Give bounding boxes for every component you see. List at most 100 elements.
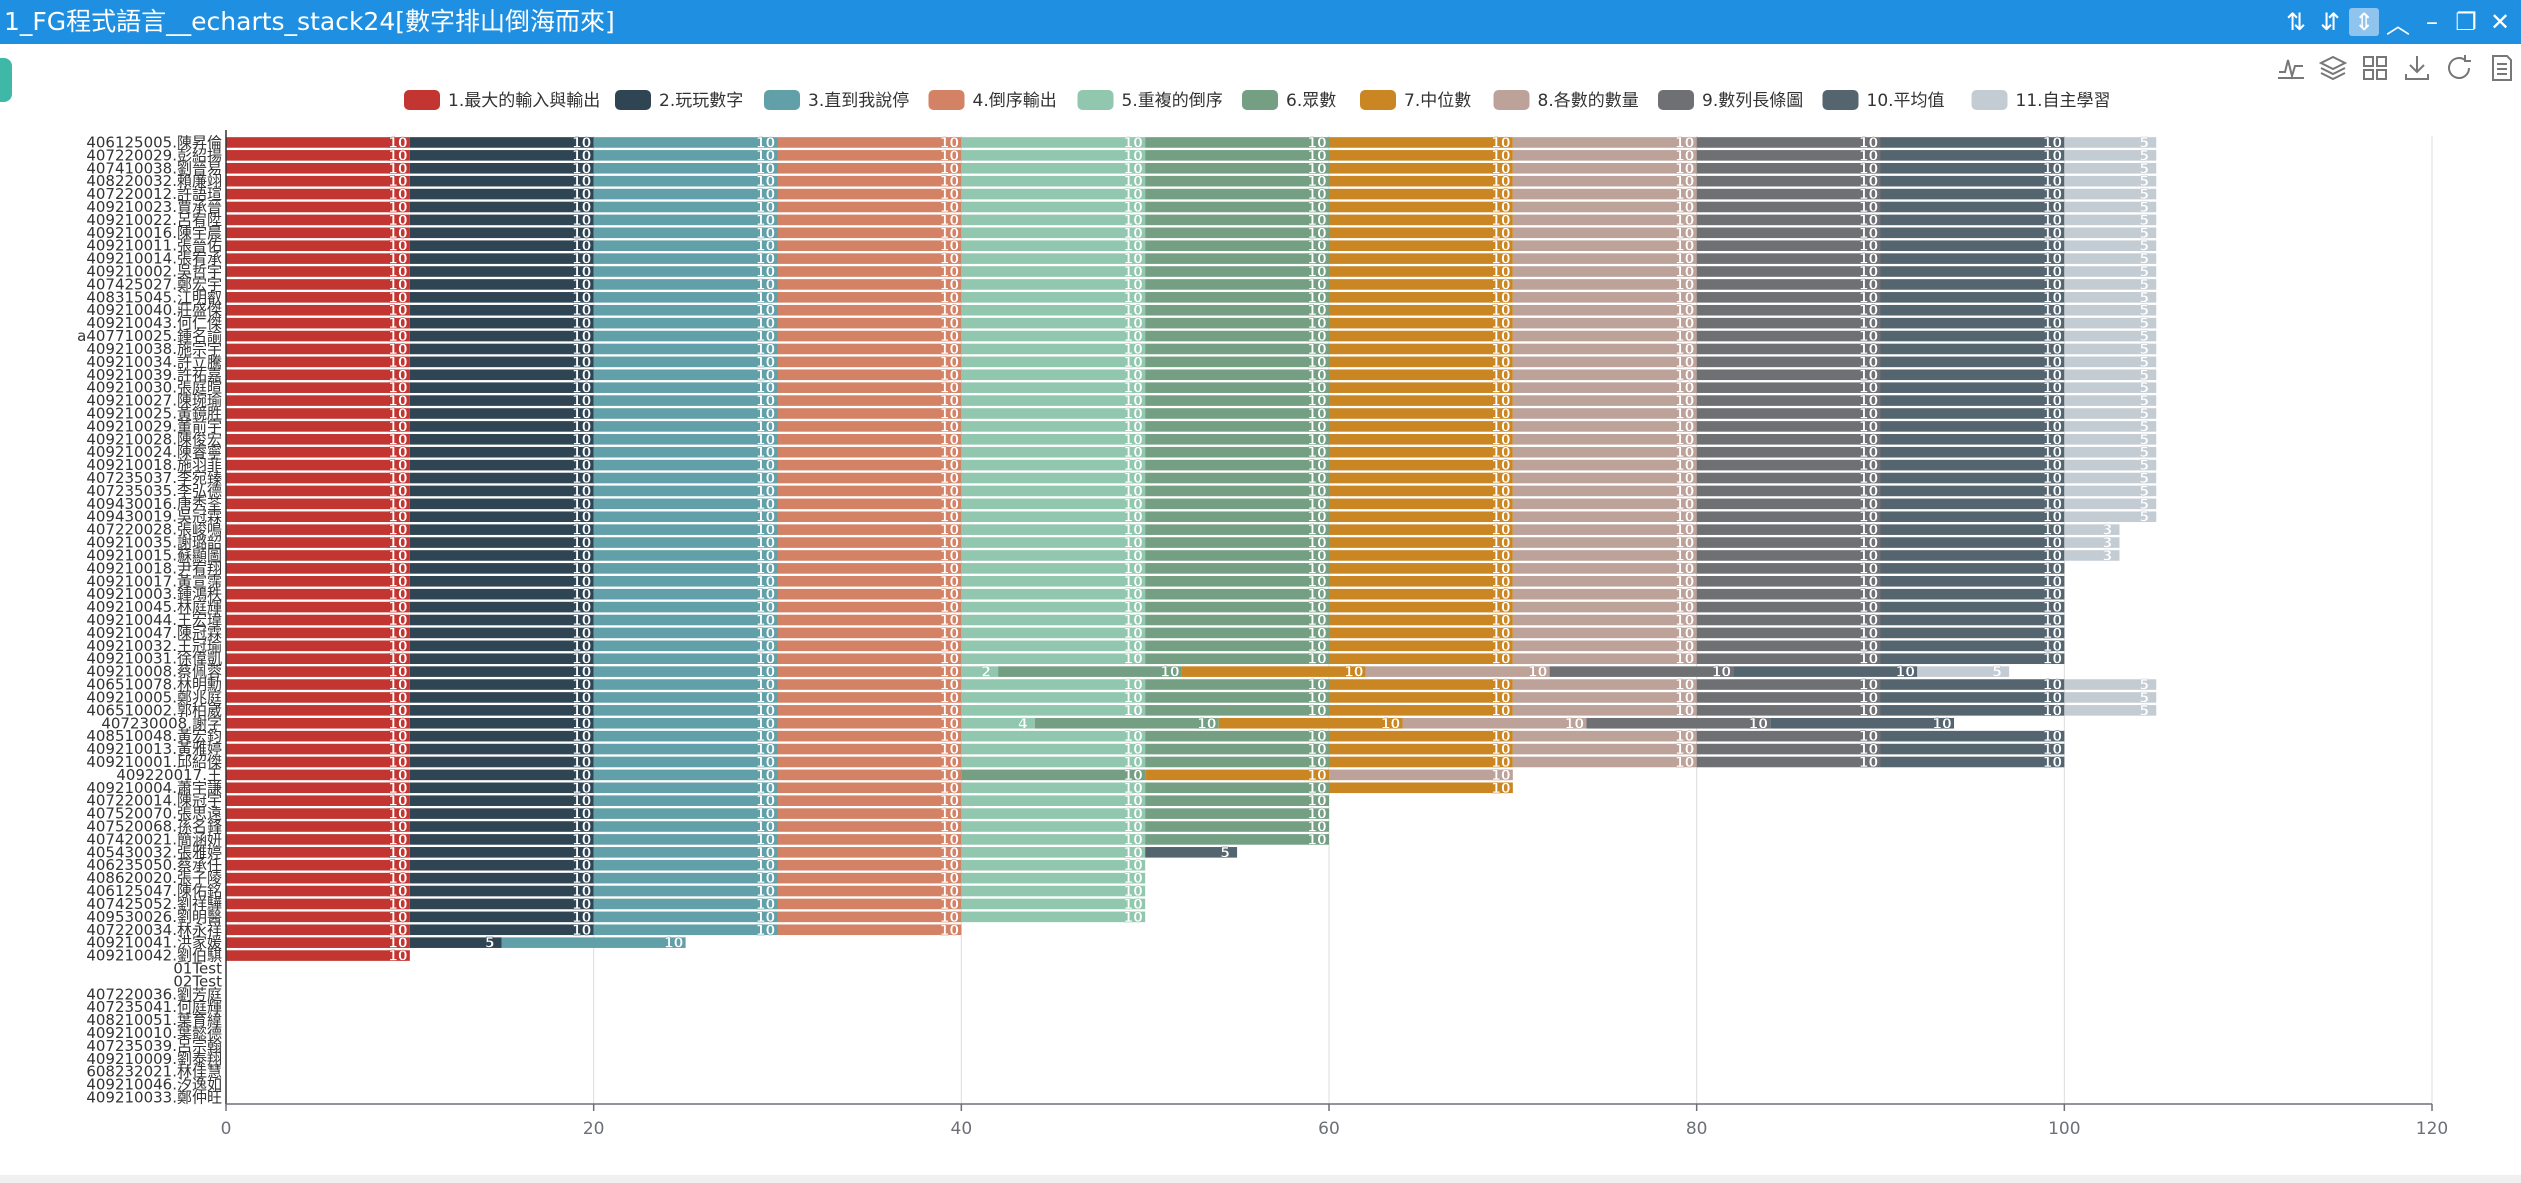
data-label: 10 [1675, 200, 1695, 216]
bar [1512, 162, 1697, 174]
data-label: 10 [940, 355, 960, 371]
legend-item[interactable]: 10.平均值 [1822, 90, 1945, 111]
y-category-label: 407425027.鄭宏宇 [86, 275, 222, 293]
bar [1696, 292, 1881, 303]
download-icon[interactable] [2401, 52, 2433, 84]
legend-item[interactable]: 3.直到我說停 [764, 90, 909, 111]
bar [226, 769, 410, 781]
sort-toggle-icon[interactable]: ⇕ [2349, 8, 2379, 36]
legend-item[interactable]: 7.中位數 [1360, 90, 1471, 111]
bar [961, 756, 1146, 768]
data-label: 10 [756, 239, 776, 255]
legend-item[interactable]: 5.重複的倒序 [1077, 90, 1223, 111]
data-view-icon[interactable] [2485, 52, 2517, 84]
legend-item[interactable]: 8.各數的數量 [1493, 90, 1639, 111]
bar [409, 847, 594, 858]
legend-item[interactable]: 11.自主學習 [1971, 90, 2111, 111]
bar [1880, 601, 2065, 613]
data-label: 10 [1859, 626, 1879, 642]
data-label: 10 [756, 807, 776, 823]
bar [1880, 292, 2065, 303]
close-icon[interactable]: ✕ [2489, 8, 2511, 36]
legend-item[interactable]: 6.眾數 [1242, 90, 1336, 111]
data-label: 5 [2139, 445, 2149, 461]
data-label: 10 [1123, 471, 1143, 487]
bar [1329, 188, 1513, 200]
legend-item[interactable]: 9.數列長條圖 [1658, 90, 1803, 111]
bottom-scroll-strip [0, 1175, 2521, 1183]
maximize-icon[interactable]: ❐ [2455, 8, 2477, 36]
side-panel-tab[interactable] [0, 58, 12, 102]
legend-swatch [615, 90, 651, 110]
bar [1145, 550, 1329, 561]
data-label: 10 [1859, 755, 1879, 771]
bar [226, 214, 410, 226]
data-label: 10 [1491, 690, 1511, 706]
bar [1402, 717, 1587, 729]
data-label: 10 [1675, 355, 1695, 371]
data-label: 10 [2043, 187, 2063, 203]
bar [1512, 214, 1697, 226]
bar [409, 588, 594, 600]
data-label: 5 [2139, 135, 2149, 151]
data-label: 10 [1123, 497, 1143, 513]
data-label: 10 [2043, 316, 2063, 332]
data-label: 10 [1491, 265, 1511, 281]
bar [777, 821, 962, 832]
bar [1880, 175, 2065, 187]
data-label: 10 [1123, 226, 1143, 242]
bar [961, 459, 1146, 471]
refresh-icon[interactable] [2443, 52, 2475, 84]
data-label: 10 [1491, 742, 1511, 758]
stack-icon[interactable] [2317, 52, 2349, 84]
bar [1145, 537, 1329, 548]
sort-asc-icon[interactable]: ⇅ [2285, 8, 2307, 36]
data-label: 10 [2043, 678, 2063, 694]
data-label: 10 [572, 497, 592, 513]
sort-desc-icon[interactable]: ⇵ [2319, 8, 2341, 36]
data-label: 10 [940, 587, 960, 603]
bar [2064, 330, 2157, 342]
legend-item[interactable]: 4.倒序輸出 [928, 90, 1057, 111]
data-label: 10 [2043, 135, 2063, 151]
data-label: 10 [1491, 574, 1511, 590]
y-category-label: 409210046.汐逸如 [86, 1076, 222, 1094]
line-chart-icon[interactable] [2275, 52, 2307, 84]
data-label: 10 [1307, 265, 1327, 281]
chevron-up-icon[interactable]: ︿ [2386, 10, 2410, 39]
data-label: 10 [2043, 355, 2063, 371]
data-label: 10 [756, 652, 776, 668]
data-label: 10 [1675, 265, 1695, 281]
data-label: 5 [2139, 329, 2149, 345]
bar [961, 201, 1146, 213]
bar [1696, 743, 1881, 755]
data-label: 10 [388, 536, 408, 552]
legend-item[interactable]: 2.玩玩數字 [615, 90, 743, 111]
data-label: 10 [1123, 252, 1143, 268]
tile-icon[interactable] [2359, 52, 2391, 84]
data-label: 10 [1123, 613, 1143, 629]
data-label: 10 [388, 303, 408, 319]
data-label: 10 [388, 458, 408, 474]
y-category-label: 407220034.林永祥 [86, 921, 222, 939]
bar [1329, 472, 1513, 484]
data-label: 10 [1307, 587, 1327, 603]
bar [998, 666, 1182, 677]
data-label: 10 [1307, 768, 1327, 784]
y-category-label: 409210009.劉泰翔 [86, 1050, 222, 1068]
bar [777, 511, 962, 523]
minimize-icon[interactable]: – [2426, 8, 2438, 36]
data-label: 10 [1307, 755, 1327, 771]
bar [226, 356, 410, 368]
y-category-label: 407235035.李弘德 [86, 482, 222, 500]
bar [1034, 717, 1219, 729]
bar [1145, 227, 1329, 239]
bar [226, 692, 410, 703]
bar [777, 498, 962, 510]
legend-item[interactable]: 1.最大的輸入與輸出 [404, 90, 600, 111]
bar [777, 601, 962, 613]
bar [409, 911, 594, 923]
data-label: 10 [1491, 484, 1511, 500]
data-label: 10 [940, 484, 960, 500]
bar [1329, 601, 1513, 613]
